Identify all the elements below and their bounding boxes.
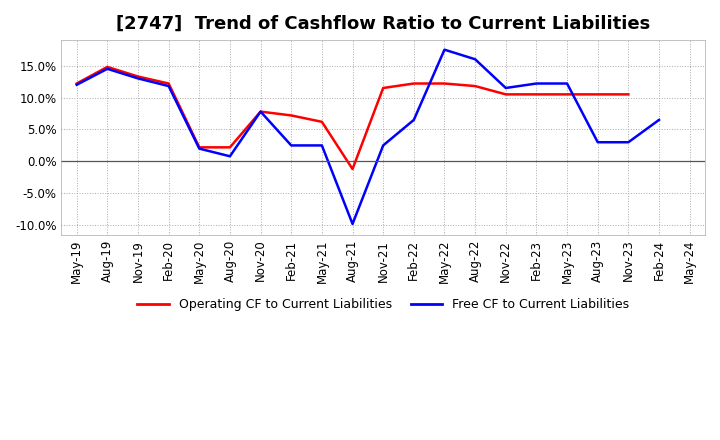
Free CF to Current Liabilities <box>471 57 480 62</box>
Operating CF to Current Liabilities <box>563 92 572 97</box>
Free CF to Current Liabilities <box>256 109 265 114</box>
Operating CF to Current Liabilities <box>624 92 633 97</box>
Free CF to Current Liabilities <box>501 85 510 91</box>
Operating CF to Current Liabilities <box>225 145 234 150</box>
Title: [2747]  Trend of Cashflow Ratio to Current Liabilities: [2747] Trend of Cashflow Ratio to Curren… <box>116 15 650 33</box>
Operating CF to Current Liabilities <box>287 113 295 118</box>
Operating CF to Current Liabilities <box>593 92 602 97</box>
Operating CF to Current Liabilities <box>134 74 143 79</box>
Free CF to Current Liabilities <box>563 81 572 86</box>
Operating CF to Current Liabilities <box>532 92 541 97</box>
Operating CF to Current Liabilities <box>348 166 357 172</box>
Free CF to Current Liabilities <box>348 221 357 227</box>
Free CF to Current Liabilities <box>593 139 602 145</box>
Free CF to Current Liabilities <box>379 143 387 148</box>
Operating CF to Current Liabilities <box>440 81 449 86</box>
Free CF to Current Liabilities <box>440 47 449 52</box>
Operating CF to Current Liabilities <box>379 85 387 91</box>
Free CF to Current Liabilities <box>103 66 112 71</box>
Operating CF to Current Liabilities <box>471 84 480 89</box>
Line: Free CF to Current Liabilities: Free CF to Current Liabilities <box>77 50 659 224</box>
Free CF to Current Liabilities <box>195 146 204 151</box>
Free CF to Current Liabilities <box>164 84 173 89</box>
Operating CF to Current Liabilities <box>103 64 112 70</box>
Free CF to Current Liabilities <box>654 117 663 122</box>
Line: Operating CF to Current Liabilities: Operating CF to Current Liabilities <box>77 67 629 169</box>
Operating CF to Current Liabilities <box>318 119 326 125</box>
Free CF to Current Liabilities <box>73 82 81 88</box>
Operating CF to Current Liabilities <box>501 92 510 97</box>
Free CF to Current Liabilities <box>318 143 326 148</box>
Operating CF to Current Liabilities <box>256 109 265 114</box>
Legend: Operating CF to Current Liabilities, Free CF to Current Liabilities: Operating CF to Current Liabilities, Fre… <box>132 293 634 316</box>
Free CF to Current Liabilities <box>225 154 234 159</box>
Free CF to Current Liabilities <box>410 117 418 122</box>
Operating CF to Current Liabilities <box>195 145 204 150</box>
Free CF to Current Liabilities <box>287 143 295 148</box>
Free CF to Current Liabilities <box>624 139 633 145</box>
Operating CF to Current Liabilities <box>73 81 81 86</box>
Operating CF to Current Liabilities <box>410 81 418 86</box>
Free CF to Current Liabilities <box>134 76 143 81</box>
Operating CF to Current Liabilities <box>164 81 173 86</box>
Free CF to Current Liabilities <box>532 81 541 86</box>
